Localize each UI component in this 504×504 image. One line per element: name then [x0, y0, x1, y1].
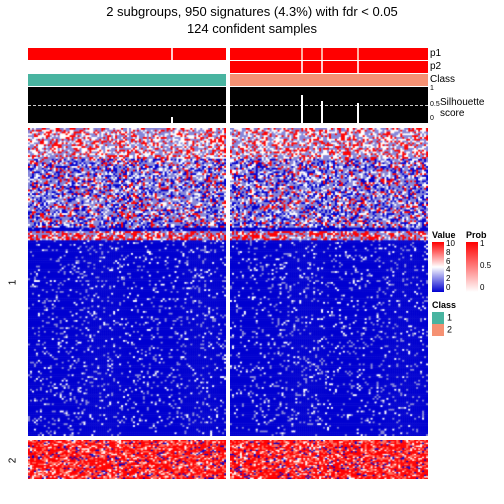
legend-title-class: Class	[432, 300, 502, 310]
row-group-label: 2	[7, 457, 18, 463]
annot-class: Class	[28, 74, 428, 86]
legends: Value1086420Prob10.50Class12	[432, 230, 502, 344]
title-line-2: 124 confident samples	[0, 21, 504, 38]
heatmap-block	[230, 128, 428, 436]
annot-label-p2: p2	[430, 61, 441, 72]
annot-p2: p2	[28, 61, 428, 73]
row-group-label: 1	[7, 280, 18, 286]
heatmap-block	[28, 128, 226, 436]
silhouette-label: Silhouettescore	[440, 97, 484, 119]
annot-label-class: Class	[430, 74, 455, 85]
heatmap-block	[28, 440, 226, 479]
legend-class-item: 1	[432, 312, 502, 324]
plot-area: p1p2Class10.50Silhouettescore 12	[28, 48, 428, 498]
legend-class-item: 2	[432, 324, 502, 336]
silhouette-bar: 10.50Silhouettescore	[28, 87, 428, 123]
legend-gradient-value	[432, 242, 444, 292]
annot-label-p1: p1	[430, 48, 441, 59]
annot-p1: p1	[28, 48, 428, 60]
heatmap-block	[230, 440, 428, 479]
legend-gradient-prob	[466, 242, 478, 292]
title-line-1: 2 subgroups, 950 signatures (4.3%) with …	[0, 4, 504, 21]
